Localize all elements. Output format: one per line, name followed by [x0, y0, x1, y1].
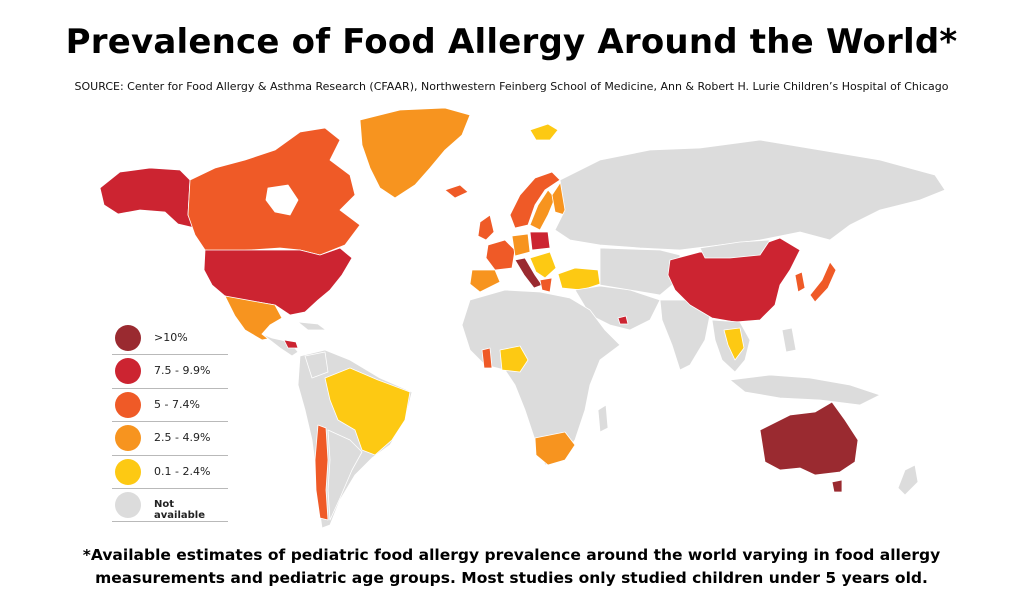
legend-item: 7.5 - 9.9% [112, 355, 228, 389]
legend-label: Not available [154, 498, 205, 521]
legend-item: 0.1 - 2.4% [112, 456, 228, 489]
region-alaska [99, 167, 196, 229]
region-uae [617, 315, 629, 325]
legend-swatch [115, 391, 141, 418]
legend-item: 2.5 - 4.9% [112, 422, 228, 456]
legend-swatch [115, 325, 141, 351]
legend-label: >10% [154, 331, 188, 344]
region-caribbean [297, 321, 327, 331]
region-central-asia [599, 247, 681, 296]
region-nigeria [499, 345, 529, 373]
region-hudson-bay [265, 184, 299, 216]
region-australia [759, 401, 859, 476]
region-chile [314, 424, 329, 521]
region-ghana [481, 347, 493, 369]
legend-item: 5 - 7.4% [112, 389, 228, 423]
region-tasmania [831, 479, 843, 493]
region-germany [511, 233, 531, 257]
region-france [485, 239, 516, 271]
region-indonesia [729, 374, 881, 406]
region-greenland [359, 107, 471, 199]
footnote-line: *Available estimates of pediatric food a… [82, 546, 941, 564]
legend-swatch [115, 358, 141, 385]
region-mongolia [699, 239, 771, 259]
footnote: *Available estimates of pediatric food a… [0, 544, 1023, 590]
footnote-line: measurements and pediatric age groups. M… [95, 569, 928, 587]
region-spain [469, 269, 501, 293]
region-usa [203, 247, 353, 316]
legend-label: 7.5 - 9.9% [154, 364, 211, 378]
legend-swatch [115, 425, 141, 452]
region-uk [477, 214, 495, 241]
legend-item: Not available [112, 489, 228, 523]
region-thailand [723, 327, 745, 361]
region-norway [509, 171, 561, 229]
map-title: Prevalence of Food Allergy Around the Wo… [65, 22, 958, 62]
region-argentina [327, 429, 363, 521]
legend-swatch [115, 491, 141, 518]
region-poland [529, 231, 551, 251]
region-philippines [781, 327, 797, 353]
world-map [99, 107, 946, 529]
legend-label: 2.5 - 4.9% [154, 431, 211, 445]
legend-swatch [115, 458, 141, 485]
region-balkans [529, 251, 557, 279]
region-south-africa [534, 431, 576, 466]
legend: >10% 7.5 - 9.9% 5 - 7.4% 2.5 - 4.9% 0.1 … [112, 322, 228, 523]
region-svalbard [529, 123, 559, 141]
source-note: SOURCE: Center for Food Allergy & Asthma… [74, 80, 949, 93]
legend-label: 0.1 - 2.4% [154, 464, 211, 478]
region-honduras [283, 339, 299, 349]
region-korea [794, 271, 806, 293]
region-japan [809, 261, 837, 303]
region-colombia [304, 351, 329, 379]
region-brazil [324, 367, 411, 456]
region-russia [554, 139, 946, 251]
region-new-zealand [897, 464, 919, 496]
region-greece [539, 277, 553, 293]
region-central-america [261, 333, 299, 357]
legend-label: 5 - 7.4% [154, 397, 200, 411]
region-iceland [444, 184, 469, 199]
region-madagascar [597, 404, 609, 433]
legend-item: >10% [112, 322, 228, 356]
